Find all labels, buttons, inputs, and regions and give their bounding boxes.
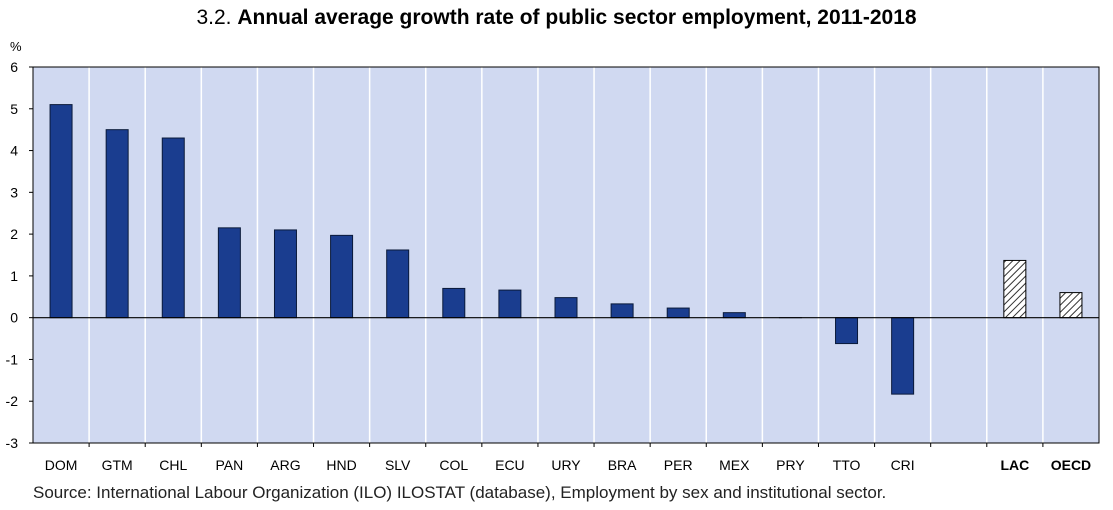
y-axis-unit-label: %: [10, 39, 22, 54]
x-tick-label-dom: DOM: [45, 457, 78, 473]
bar-chl: [161, 137, 185, 319]
y-tick-label: 0: [10, 310, 18, 326]
y-tick-label: -3: [6, 435, 19, 451]
bar-pan: [217, 227, 241, 319]
x-tick-label-col: COL: [439, 457, 468, 473]
x-tick-label-ecu: ECU: [495, 457, 525, 473]
bar-ury: [554, 297, 578, 319]
y-tick-label: 3: [10, 184, 18, 200]
bar-oecd: [1059, 292, 1083, 319]
bar-dom: [49, 104, 73, 319]
x-tick-label-slv: SLV: [385, 457, 411, 473]
x-tick-label-pry: PRY: [776, 457, 805, 473]
bar-col: [442, 287, 466, 319]
chart-title: 3.2. Annual average growth rate of publi…: [0, 6, 1113, 30]
x-tick-label-bra: BRA: [608, 457, 637, 473]
y-tick-label: 1: [10, 268, 18, 284]
x-tick-label-arg: ARG: [270, 457, 300, 473]
x-tick-label-per: PER: [664, 457, 693, 473]
y-tick-label: 6: [10, 59, 18, 75]
chart-title-number: 3.2.: [196, 6, 232, 29]
bar-mex: [722, 312, 746, 319]
plot-frame: [32, 66, 1100, 444]
y-tick-label: -1: [6, 351, 19, 367]
chart-title-text: Annual average growth rate of public sec…: [237, 6, 917, 29]
x-tick-label-chl: CHL: [159, 457, 187, 473]
bar-cri: [891, 317, 915, 395]
bar-slv: [386, 249, 410, 319]
x-tick-label-ury: URY: [551, 457, 581, 473]
x-tick-label-lac: LAC: [1000, 457, 1029, 473]
y-tick-label: -2: [6, 393, 19, 409]
y-tick-label: 5: [10, 101, 18, 117]
bar-gtm: [105, 129, 129, 319]
bar-lac: [1003, 259, 1027, 319]
x-tick-label-mex: MEX: [719, 457, 750, 473]
plot-background: [33, 67, 1099, 443]
bar-chart: % 6 5 4 3 2 1 0 -1 -2 -3 DOM GTM CHL PAN ARG HND SLV COL E…: [6, 39, 1100, 473]
x-tick-label-cri: CRI: [891, 457, 915, 473]
x-tick-label-tto: TTO: [833, 457, 861, 473]
source-note: Source: International Labour Organizatio…: [33, 483, 887, 502]
x-tick-label-gtm: GTM: [102, 457, 133, 473]
bar-arg: [273, 229, 297, 319]
bar-hnd: [330, 234, 354, 319]
bar-bra: [610, 303, 634, 319]
y-tick-label: 4: [10, 143, 18, 159]
x-tick-label-hnd: HND: [326, 457, 356, 473]
bar-per: [666, 307, 690, 319]
y-tick-label: 2: [10, 226, 18, 242]
x-tick-label-oecd: OECD: [1051, 457, 1091, 473]
bar-ecu: [498, 289, 522, 319]
bar-tto: [835, 317, 859, 345]
x-tick-label-pan: PAN: [215, 457, 243, 473]
plot-area: 6 5 4 3 2 1 0 -1 -2 -3 DOM GTM CHL PAN ARG HND SLV COL ECU…: [6, 59, 1100, 473]
